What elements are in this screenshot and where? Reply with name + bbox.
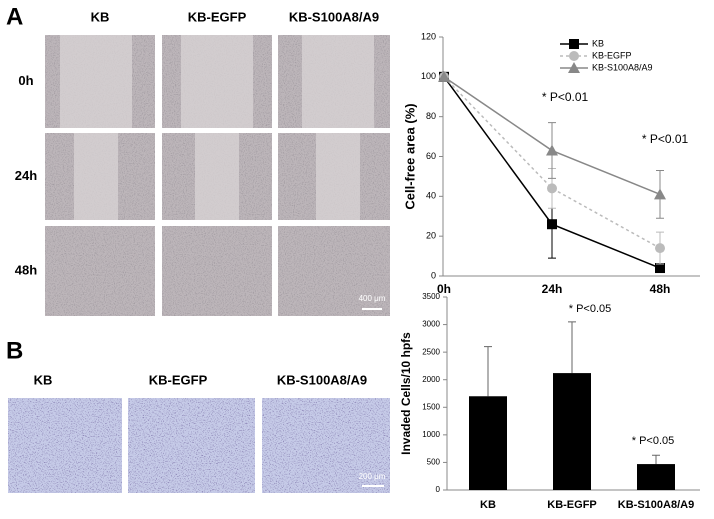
point <box>546 144 558 156</box>
micrograph <box>278 226 390 316</box>
error-bar <box>484 346 492 397</box>
y-tick-label: 100 <box>421 71 436 81</box>
x-tick-label: 48h <box>650 282 671 296</box>
y-tick-label: 1500 <box>422 402 440 411</box>
error-bar <box>568 321 576 374</box>
wound-gap <box>302 35 374 128</box>
x-tick-label: KB-S100A8/A9 <box>618 499 694 511</box>
wound-gap <box>60 35 132 128</box>
panel-label: A <box>6 3 23 30</box>
legend-marker <box>569 39 579 49</box>
wound-gap <box>181 35 253 128</box>
bar <box>553 373 591 490</box>
micrograph <box>45 226 155 316</box>
y-tick-label: 0 <box>436 485 441 494</box>
micrograph <box>128 398 255 493</box>
point <box>655 243 665 254</box>
y-axis-label: Invaded Cells/10 hpfs <box>399 332 413 455</box>
row-label: 24h <box>15 168 37 183</box>
point <box>655 263 665 274</box>
column-label: KB-S100A8/A9 <box>289 9 379 24</box>
legend-marker <box>569 51 579 61</box>
error-bar <box>652 454 660 465</box>
panel-label: B <box>6 337 23 364</box>
micrograph <box>262 398 390 493</box>
annotation: * P<0.01 <box>542 90 589 104</box>
wound-gap <box>195 133 239 220</box>
y-tick-label: 500 <box>427 458 441 467</box>
y-tick-label: 2000 <box>422 375 440 384</box>
legend-marker <box>568 62 580 73</box>
y-tick-label: 40 <box>426 191 436 201</box>
y-tick-label: 60 <box>426 151 436 161</box>
point <box>547 219 557 230</box>
wound-gap <box>316 133 360 220</box>
y-tick-label: 3500 <box>422 292 440 301</box>
x-tick-label: KB-EGFP <box>547 499 597 511</box>
annotation: * P<0.05 <box>632 435 675 447</box>
legend-label: KB <box>592 38 604 48</box>
row-label: 0h <box>18 73 33 88</box>
row-label: 48h <box>15 262 37 277</box>
micrograph <box>8 398 122 493</box>
column-label: KB-EGFP <box>149 372 208 387</box>
annotation: * P<0.01 <box>642 132 689 146</box>
scale-bar-label: 400 μm <box>359 294 386 303</box>
y-tick-label: 120 <box>421 31 436 41</box>
scale-bar-label: 200 μm <box>359 472 386 481</box>
y-tick-label: 2500 <box>422 347 440 356</box>
column-label: KB-EGFP <box>188 9 247 24</box>
legend-label: KB-S100A8/A9 <box>592 62 653 72</box>
column-label: KB <box>34 372 53 387</box>
bar <box>469 396 507 490</box>
wound-gap <box>74 133 118 220</box>
legend-label: KB-EGFP <box>592 50 632 60</box>
point <box>438 70 450 82</box>
y-tick-label: 20 <box>426 231 436 241</box>
annotation: * P<0.05 <box>569 303 612 315</box>
point <box>547 183 557 194</box>
y-tick-label: 80 <box>426 111 436 121</box>
x-tick-label: KB <box>480 499 496 511</box>
y-tick-label: 1000 <box>422 430 440 439</box>
column-label: KB <box>91 9 110 24</box>
x-tick-label: 24h <box>542 282 563 296</box>
column-label: KB-S100A8/A9 <box>277 372 367 387</box>
y-axis-label: Cell-free area (%) <box>402 103 417 209</box>
micrograph <box>162 226 272 316</box>
y-tick-label: 0 <box>431 270 436 280</box>
bar <box>637 464 675 490</box>
point <box>654 188 666 200</box>
y-tick-label: 3000 <box>422 320 440 329</box>
x-tick-label: 0h <box>437 282 451 296</box>
